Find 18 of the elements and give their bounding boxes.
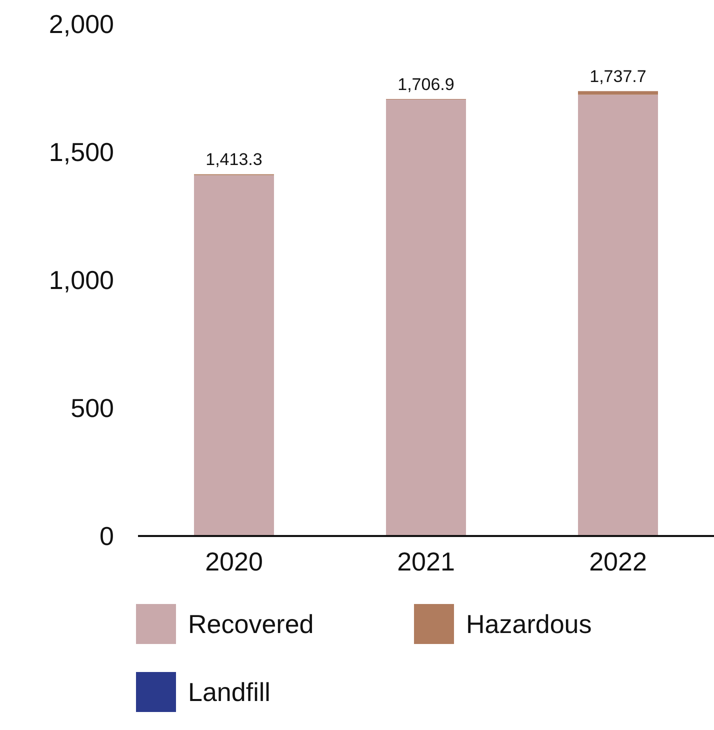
legend-label: Landfill <box>188 676 270 708</box>
x-tick-label: 2020 <box>205 546 263 576</box>
y-tick-label: 500 <box>70 393 114 424</box>
y-tick-label: 1,000 <box>48 265 114 296</box>
total-label: 1,413.3 <box>206 150 262 170</box>
bar <box>578 94 658 536</box>
y-tick-label: 0 <box>100 521 114 552</box>
x-tick-label: 2022 <box>589 546 647 576</box>
legend-label: Recovered <box>188 608 314 640</box>
total-label: 1,737.7 <box>590 67 646 86</box>
bar <box>194 175 274 536</box>
bar <box>578 91 658 95</box>
y-tick-label: 1,500 <box>48 137 114 168</box>
x-tick-label: 2021 <box>397 546 455 576</box>
total-label: 1,706.9 <box>398 75 454 94</box>
y-tick-label: 2,000 <box>48 9 114 40</box>
legend-label: Hazardous <box>466 608 592 640</box>
bar <box>386 100 466 536</box>
